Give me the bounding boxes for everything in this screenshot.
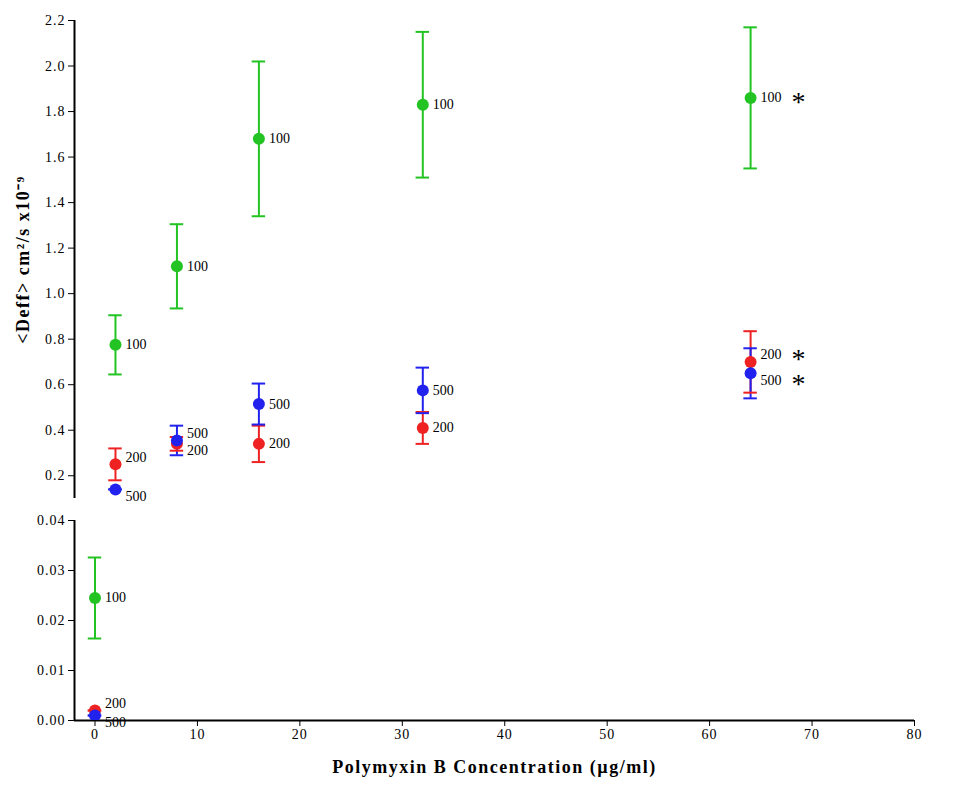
svg-text:40: 40 [497, 727, 513, 742]
svg-text:60: 60 [702, 727, 718, 742]
svg-text:0.6: 0.6 [45, 377, 66, 392]
svg-text:500: 500 [761, 373, 782, 388]
svg-text:*: * [792, 368, 806, 399]
svg-text:200: 200 [187, 443, 208, 458]
svg-text:0.8: 0.8 [45, 332, 66, 347]
svg-text:10: 10 [189, 727, 205, 742]
svg-text:200: 200 [125, 450, 146, 465]
svg-text:0.2: 0.2 [45, 468, 66, 483]
svg-text:100: 100 [105, 590, 126, 605]
svg-text:0.00: 0.00 [37, 713, 66, 728]
svg-text:0.01: 0.01 [37, 663, 66, 678]
svg-text:70: 70 [804, 727, 820, 742]
svg-text:500: 500 [105, 715, 126, 730]
svg-text:*: * [792, 86, 806, 117]
svg-text:500: 500 [125, 489, 146, 504]
svg-text:100: 100 [187, 259, 208, 274]
svg-text:100: 100 [269, 131, 290, 146]
svg-text:0.02: 0.02 [37, 613, 66, 628]
svg-text:500: 500 [187, 426, 208, 441]
svg-text:Polymyxin B Concentration (µg/: Polymyxin B Concentration (µg/ml) [332, 757, 656, 778]
svg-text:20: 20 [292, 727, 308, 742]
svg-text:200: 200 [105, 696, 126, 711]
svg-text:2.2: 2.2 [45, 13, 66, 28]
svg-text:100: 100 [433, 97, 454, 112]
svg-text:0: 0 [91, 727, 99, 742]
svg-text:50: 50 [599, 727, 615, 742]
svg-text:1.6: 1.6 [45, 150, 66, 165]
svg-text:1.8: 1.8 [45, 104, 66, 119]
svg-text:<Deff> cm²/s x10⁻⁹: <Deff> cm²/s x10⁻⁹ [13, 175, 33, 343]
svg-text:0.03: 0.03 [37, 563, 66, 578]
svg-text:1.2: 1.2 [45, 241, 66, 256]
svg-text:30: 30 [394, 727, 410, 742]
svg-text:500: 500 [433, 383, 454, 398]
svg-text:0.4: 0.4 [45, 423, 66, 438]
svg-text:1.0: 1.0 [45, 286, 66, 301]
svg-text:0.04: 0.04 [37, 513, 66, 528]
svg-text:200: 200 [433, 420, 454, 435]
svg-text:1.4: 1.4 [45, 195, 66, 210]
svg-text:200: 200 [269, 436, 290, 451]
svg-text:100: 100 [125, 337, 146, 352]
svg-text:200: 200 [761, 347, 782, 362]
svg-text:2.0: 2.0 [45, 59, 66, 74]
svg-text:100: 100 [761, 90, 782, 105]
svg-text:500: 500 [269, 397, 290, 412]
svg-text:80: 80 [907, 727, 923, 742]
